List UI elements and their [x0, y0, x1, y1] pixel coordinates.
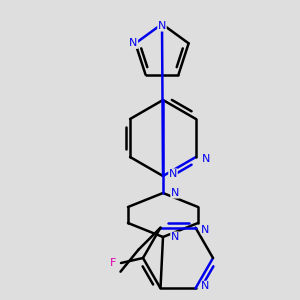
Text: N: N — [171, 188, 179, 198]
Text: N: N — [201, 225, 210, 235]
Text: N: N — [171, 232, 179, 242]
Text: N: N — [158, 21, 166, 31]
Text: N: N — [201, 281, 210, 291]
Text: N: N — [169, 169, 177, 179]
Text: N: N — [129, 38, 138, 48]
Text: N: N — [202, 154, 210, 164]
Text: F: F — [110, 258, 116, 268]
